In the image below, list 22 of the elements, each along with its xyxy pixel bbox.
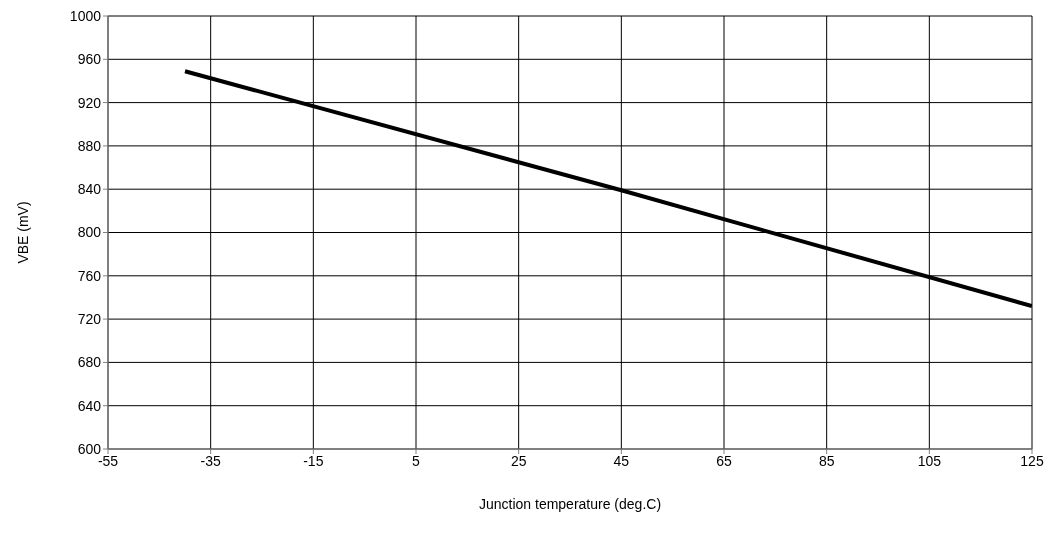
y-tick-label: 920 — [77, 94, 102, 111]
x-tick-label: 5 — [412, 452, 421, 469]
x-tick-label: 105 — [917, 452, 942, 469]
x-tick-label: 45 — [613, 452, 630, 469]
y-tick-label: 800 — [77, 224, 102, 241]
x-tick-label: 65 — [716, 452, 732, 469]
y-tick-label: 680 — [77, 354, 102, 371]
y-tick-label: 640 — [77, 397, 102, 414]
x-tick-label: -35 — [200, 452, 221, 469]
y-tick-label: 960 — [77, 51, 102, 68]
x-tick-label: 85 — [818, 452, 835, 469]
x-tick-label: -15 — [303, 452, 324, 469]
x-tick-label: 25 — [510, 452, 527, 469]
y-tick-label: 720 — [77, 311, 102, 328]
y-tick-label: 840 — [77, 181, 102, 198]
y-tick-label: 600 — [77, 440, 102, 457]
x-tick-label: 125 — [1020, 452, 1044, 469]
y-tick-label: 1000 — [69, 7, 102, 24]
y-tick-label: 880 — [77, 137, 102, 154]
x-axis-title: Junction temperature (deg.C) — [478, 496, 662, 512]
y-tick-label: 760 — [77, 267, 102, 284]
y-axis-title: VBE (mV) — [14, 201, 31, 264]
